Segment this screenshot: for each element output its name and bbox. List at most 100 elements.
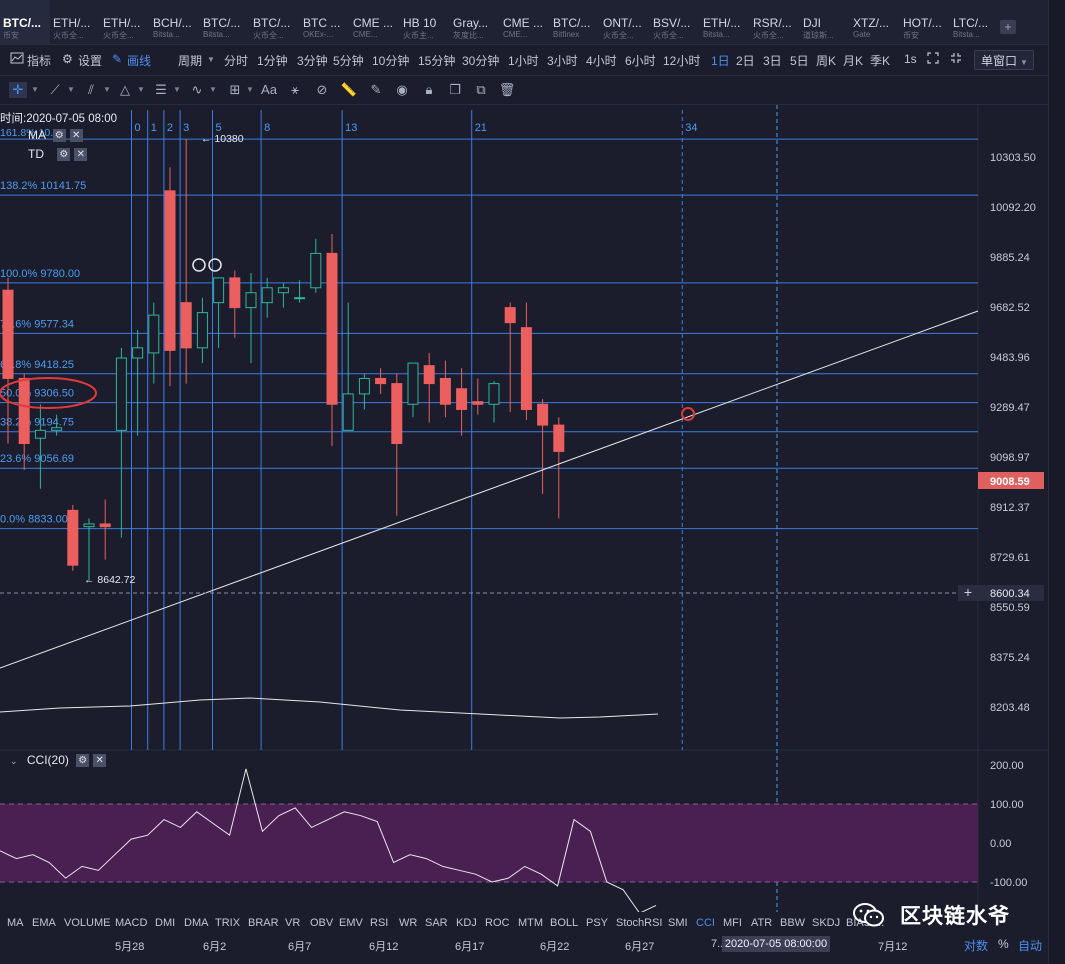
indicator-option[interactable]: SMI [668,917,688,929]
indicator-option[interactable]: StochRSI [616,917,663,929]
ticker-tab[interactable]: BTC/... 火币全... [250,0,300,44]
interval-option[interactable]: 2日 [736,54,755,68]
interval-option[interactable]: 3日 [763,54,782,68]
indicator-option[interactable]: EMV [339,917,363,929]
horizontal-lines-tool-icon[interactable]: ☰ [155,82,167,97]
interval-option[interactable]: 3小时 [547,54,578,68]
ticker-tab[interactable]: BCH/... Bitsta... [150,0,200,44]
interval-seconds[interactable]: 1s [904,52,917,66]
indicator-option[interactable]: BOLL [550,917,579,929]
interval-option[interactable]: 4小时 [586,54,617,68]
indicator-option[interactable]: PSY [586,917,609,929]
indicator-option[interactable]: KDJ [456,917,477,929]
eye-icon[interactable]: ◉ [396,82,408,97]
indicator-option[interactable]: VOLUME [64,917,111,929]
indicator-option[interactable]: BBW [780,917,806,929]
ticker-tab[interactable]: LTC/... Bitsta... [950,0,1000,44]
pattern-tool-icon[interactable]: ⚹ [291,82,299,97]
period-dropdown[interactable]: 周期 [178,54,203,68]
indicator-option[interactable]: DMI [155,917,176,929]
interval-option[interactable]: 10分钟 [372,54,410,68]
interval-option[interactable]: 15分钟 [418,54,456,68]
price-chart[interactable]: 138.2% 10141.75 100.0% 9780.00 78.6% 9577.… [0,105,1048,912]
indicator-option[interactable]: DMA [184,917,209,929]
expand-icon[interactable] [927,52,939,67]
crosshair-plus-icon[interactable]: + [958,584,978,601]
brush-icon[interactable]: ✎ [370,82,382,97]
ticker-tab[interactable]: HB 10 火币主... [400,0,450,44]
ticker-tab[interactable]: Gray... 灰度比... [450,0,500,44]
interval-option[interactable]: 6小时 [625,54,656,68]
indicator-option[interactable]: MFI [723,917,742,929]
interval-option[interactable]: 5日 [790,54,809,68]
close-icon[interactable]: ✕ [69,129,83,143]
gear-icon[interactable]: ⚙ [76,754,90,768]
crosshair-tool-icon[interactable]: ✛ [9,82,27,98]
ticker-tab[interactable]: CME ... CME... [500,0,550,44]
ticker-tab[interactable]: RSR/... 火币全... [750,0,800,44]
settings-button[interactable]: 设置 [78,54,103,68]
ticker-tab[interactable]: ONT/... 火币全... [600,0,650,44]
ticker-tab[interactable]: BTC ... OKEx-... [300,0,350,44]
copy-icon[interactable]: ❐ [449,82,461,97]
layers-icon[interactable]: ⧉ [476,82,486,97]
ticker-tab[interactable]: CME ... CME... [350,0,400,44]
wave-tool-icon[interactable]: ∿ [191,82,203,97]
collapse-icon[interactable]: ⌄ [10,756,18,766]
close-icon[interactable]: ✕ [93,754,107,768]
ticker-tab[interactable]: DJI 道琼斯... [800,0,850,44]
fullscreen-icon[interactable] [950,52,962,67]
pencil-icon[interactable]: ✎ [112,52,123,66]
ticker-tab[interactable]: BSV/... 火币全... [650,0,700,44]
percent-scale-toggle[interactable]: % [998,937,1009,951]
parallel-channel-tool-icon[interactable]: ⫽ [88,82,94,97]
add-ticker-button[interactable]: + [1000,20,1016,34]
interval-option[interactable]: 分时 [224,54,249,68]
ticker-tab[interactable]: XTZ/... Gate [850,0,900,44]
ticker-tab[interactable]: ETH/... 火币全... [50,0,100,44]
log-scale-toggle[interactable]: 对数 [964,939,989,953]
fibonacci-retracement[interactable]: 138.2% 10141.75 100.0% 9780.00 78.6% 9577.… [0,138,978,530]
indicator-option[interactable]: MTM [518,917,544,929]
indicator-option[interactable]: SKDJ [812,917,841,929]
indicator-option[interactable]: EMA [32,917,56,929]
interval-option[interactable]: 1日 [711,54,730,68]
interval-option[interactable]: 12小时 [663,54,701,68]
close-icon[interactable]: ✕ [74,148,88,162]
indicator-option[interactable]: TRIX [215,917,241,929]
ticker-tab[interactable]: ETH/... 火币全... [100,0,150,44]
indicator-option[interactable]: WR [399,917,418,929]
interval-option[interactable]: 1小时 [508,54,539,68]
gear-icon[interactable]: ⚙ [57,148,71,162]
window-layout-dropdown[interactable]: 单窗口 ▼ [974,50,1034,70]
indicator-option[interactable]: ROC [485,917,510,929]
ticker-tab[interactable]: BTC/... Bitfinex [550,0,600,44]
indicator-option[interactable]: ATR [751,917,773,929]
fibonacci-time-zones[interactable]: 0 1 2 3 5 8 13 21 34 [131,110,698,750]
grid-tool-icon[interactable]: ⊞ [229,82,241,97]
ruler-icon[interactable]: 📏 [340,82,358,97]
triangle-tool-icon[interactable]: △ [120,82,130,97]
gear-icon[interactable]: ⚙ [62,52,73,66]
draw-button[interactable]: 画线 [127,54,152,68]
indicator-option[interactable]: OBV [310,917,334,929]
trend-line[interactable] [0,310,979,669]
indicator-option[interactable]: VR [285,917,301,929]
indicator-option[interactable]: MACD [115,917,148,929]
interval-option[interactable]: 月K [843,54,864,68]
auto-scale-toggle[interactable]: 自动 [1018,939,1043,953]
indicator-option[interactable]: CCI [696,917,715,929]
indicator-button[interactable]: 指标 [27,54,52,68]
text-tool-icon[interactable]: Aa [261,82,277,97]
lock-icon[interactable]: 🔒︎ [425,82,433,97]
indicator-option[interactable]: MA [7,917,24,929]
interval-option[interactable]: 季K [870,54,891,68]
interval-option[interactable]: 3分钟 [297,54,328,68]
trash-icon[interactable]: 🗑︎ [498,82,516,97]
ticker-tab[interactable]: ETH/... Bitsta... [700,0,750,44]
ticker-tab[interactable]: BTC/... Bitsta... [200,0,250,44]
indicator-icon[interactable] [10,52,24,67]
gear-icon[interactable]: ⚙ [52,129,66,143]
ticker-tab[interactable]: HOT/... 币安 [900,0,950,44]
interval-option[interactable]: 1分钟 [257,54,288,68]
